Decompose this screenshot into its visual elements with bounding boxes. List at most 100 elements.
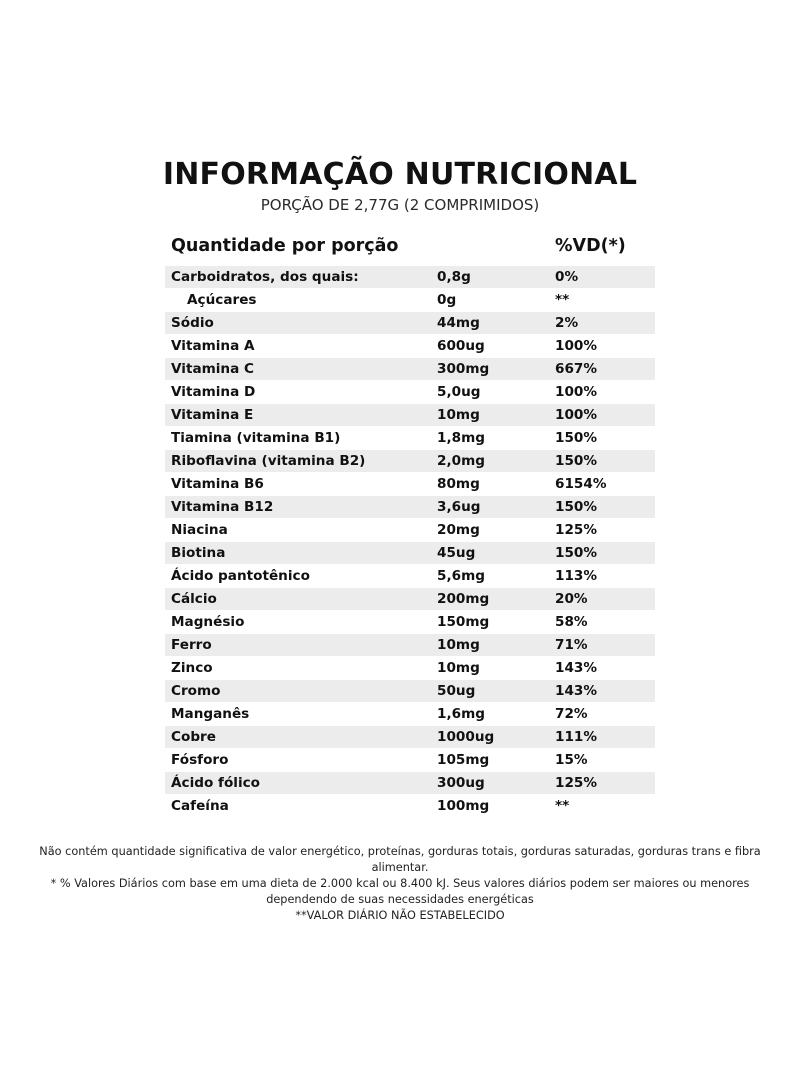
nutrient-quantity: 80mg	[437, 475, 480, 492]
nutrient-quantity: 3,6ug	[437, 498, 481, 515]
nutrient-quantity: 300mg	[437, 360, 490, 377]
nutrient-name: Vitamina D	[171, 383, 256, 400]
table-row: Vitamina B12 3,6ug 150%	[165, 495, 655, 519]
nutrient-daily-value: 72%	[555, 705, 588, 722]
table-header: Quantidade por porção %VD(*)	[165, 230, 655, 266]
nutrient-quantity: 300ug	[437, 774, 485, 791]
table-row: Magnésio 150mg 58%	[165, 611, 655, 633]
nutrient-name: Cromo	[171, 682, 221, 699]
nutrient-quantity: 150mg	[437, 613, 490, 630]
table-row: Ácido fólico 300ug 125%	[165, 771, 655, 794]
nutrient-daily-value: 15%	[555, 751, 588, 768]
nutrient-name: Ácido fólico	[171, 774, 261, 791]
nutrient-quantity: 600ug	[437, 337, 485, 354]
nutrient-quantity: 20mg	[437, 521, 480, 538]
nutrient-name: Niacina	[171, 521, 228, 538]
nutrient-quantity: 200mg	[437, 590, 490, 607]
table-row: Fósforo 105mg 15%	[165, 749, 655, 771]
nutrient-daily-value: 125%	[555, 774, 597, 791]
nutrient-quantity: 5,0ug	[437, 383, 481, 400]
nutrient-name: Biotina	[171, 544, 226, 561]
nutrient-daily-value: 125%	[555, 521, 597, 538]
nutrient-quantity: 0g	[437, 291, 457, 308]
footnote-line: dependendo de suas necessidades energéti…	[266, 893, 534, 906]
table-row: Ácido pantotênico 5,6mg 113%	[165, 565, 655, 587]
nutrient-quantity: 1,6mg	[437, 705, 485, 722]
nutrient-quantity: 105mg	[437, 751, 490, 768]
nutrient-name: Zinco	[171, 659, 213, 676]
nutrient-daily-value: **	[555, 797, 570, 814]
column-header-daily-value: %VD(*)	[555, 236, 626, 256]
nutrient-daily-value: 113%	[555, 567, 597, 584]
nutrient-daily-value: **	[555, 291, 570, 308]
nutrient-name: Sódio	[171, 314, 214, 331]
nutrient-name: Carboidratos, dos quais:	[171, 269, 359, 285]
nutrient-name: Ácido pantotênico	[171, 567, 310, 584]
table-row: Vitamina D 5,0ug 100%	[165, 381, 655, 403]
nutrient-daily-value: 6154%	[555, 475, 607, 492]
table-row: Cromo 50ug 143%	[165, 679, 655, 702]
nutrient-name: Ferro	[171, 636, 212, 653]
table-row: Carboidratos, dos quais: 0,8g 0%	[165, 266, 655, 289]
footnote-line: **VALOR DIÁRIO NÃO ESTABELECIDO	[295, 909, 505, 922]
nutrient-quantity: 10mg	[437, 659, 480, 676]
nutrient-quantity: 50ug	[437, 682, 476, 699]
table-row: Manganês 1,6mg 72%	[165, 703, 655, 725]
nutrient-daily-value: 20%	[555, 590, 588, 607]
nutrient-name: Fósforo	[171, 751, 229, 768]
nutrient-daily-value: 111%	[555, 728, 597, 745]
nutrient-name: Vitamina E	[171, 406, 254, 423]
table-row: Sódio 44mg 2%	[165, 311, 655, 335]
nutrient-quantity: 2,0mg	[437, 452, 485, 469]
table-row: Vitamina E 10mg 100%	[165, 403, 655, 427]
table-row: Riboflavina (vitamina B2) 2,0mg 150%	[165, 449, 655, 473]
table-row: Vitamina C 300mg 667%	[165, 357, 655, 381]
nutrient-daily-value: 143%	[555, 682, 597, 699]
page-title: INFORMAÇÃO NUTRICIONAL	[162, 157, 638, 192]
nutrient-quantity: 1000ug	[437, 728, 495, 745]
nutrient-quantity: 10mg	[437, 636, 480, 653]
nutrient-daily-value: 2%	[555, 314, 579, 331]
nutrient-daily-value: 58%	[555, 613, 588, 630]
table-row: Tiamina (vitamina B1) 1,8mg 150%	[165, 427, 655, 449]
nutrient-quantity: 10mg	[437, 406, 480, 423]
footnote-line: * % Valores Diários com base em uma diet…	[50, 877, 750, 890]
footnotes: Não contém quantidade significativa de v…	[30, 844, 770, 924]
nutrient-name: Cobre	[171, 728, 216, 745]
nutrient-daily-value: 143%	[555, 659, 597, 676]
footnote-line: Não contém quantidade significativa de v…	[39, 845, 761, 858]
table-row: Cafeína 100mg **	[165, 795, 655, 817]
nutrient-name: Tiamina (vitamina B1)	[171, 429, 341, 446]
nutrient-daily-value: 0%	[555, 269, 579, 285]
table-row: Zinco 10mg 143%	[165, 657, 655, 679]
column-header-quantity: Quantidade por porção	[171, 236, 399, 256]
nutrient-daily-value: 100%	[555, 406, 597, 423]
footnote-line: alimentar.	[371, 861, 429, 874]
nutrient-daily-value: 150%	[555, 452, 597, 469]
nutrient-quantity: 45ug	[437, 544, 476, 561]
nutrient-quantity: 100mg	[437, 797, 490, 814]
nutrient-name: Riboflavina (vitamina B2)	[171, 452, 366, 469]
nutrient-name: Magnésio	[171, 613, 245, 630]
nutrient-daily-value: 150%	[555, 429, 597, 446]
nutrient-daily-value: 667%	[555, 360, 597, 377]
nutrient-daily-value: 71%	[555, 636, 588, 653]
nutrient-name: Vitamina B12	[171, 498, 274, 515]
nutrient-daily-value: 100%	[555, 337, 597, 354]
nutrient-name: Açúcares	[187, 291, 257, 308]
nutrient-quantity: 0,8g	[437, 269, 471, 285]
table-row: Biotina 45ug 150%	[165, 541, 655, 564]
nutrient-name: Cafeína	[171, 797, 229, 814]
nutrient-name: Vitamina A	[171, 337, 255, 354]
nutrient-quantity: 44mg	[437, 314, 480, 331]
nutrient-daily-value: 100%	[555, 383, 597, 400]
nutrient-quantity: 5,6mg	[437, 567, 485, 584]
nutrient-quantity: 1,8mg	[437, 429, 485, 446]
table-row: Cálcio 200mg 20%	[165, 587, 655, 610]
table-row: Cobre 1000ug 111%	[165, 725, 655, 748]
nutrition-table: Quantidade por porção %VD(*) Carboidrato…	[165, 230, 655, 818]
nutrient-name: Manganês	[171, 705, 250, 722]
nutrient-name: Vitamina B6	[171, 475, 264, 492]
table-row: Vitamina A 600ug 100%	[165, 335, 655, 357]
nutrient-daily-value: 150%	[555, 544, 597, 561]
